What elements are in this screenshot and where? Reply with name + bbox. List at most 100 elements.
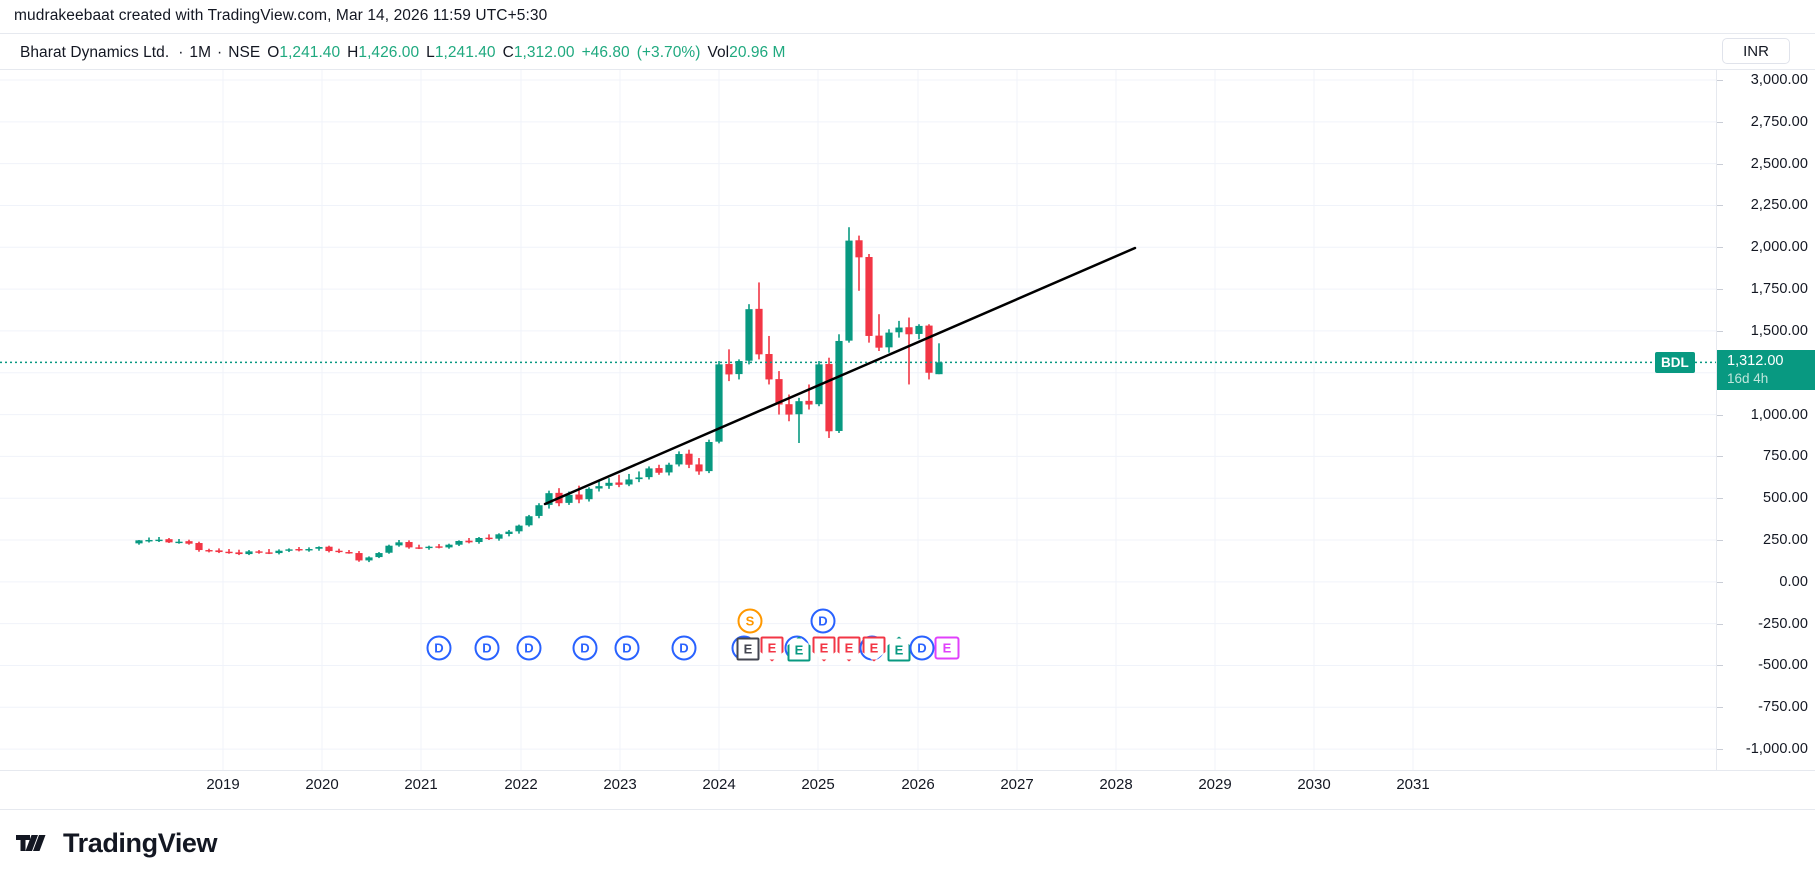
legend-close-value: 1,312.00 bbox=[513, 44, 575, 61]
event-marker-earnings-beat[interactable]: E bbox=[887, 636, 911, 662]
candlestick bbox=[465, 538, 473, 544]
candlestick bbox=[795, 397, 803, 443]
time-axis-year-label: 2024 bbox=[702, 776, 736, 793]
event-marker-dividend[interactable]: D bbox=[474, 635, 500, 661]
price-axis-tick bbox=[1717, 707, 1723, 709]
legend-close-label: C bbox=[502, 44, 514, 61]
candlestick bbox=[135, 540, 143, 545]
event-marker-earnings-miss[interactable]: E bbox=[812, 636, 836, 662]
chart-canvas bbox=[0, 70, 1717, 770]
candlestick bbox=[485, 534, 493, 541]
candlestick bbox=[835, 334, 843, 433]
candlestick bbox=[235, 549, 243, 556]
candlestick bbox=[915, 324, 923, 340]
price-axis-tick bbox=[1717, 121, 1723, 123]
candlestick bbox=[875, 314, 883, 352]
price-axis-label: 1,000.00 bbox=[1750, 406, 1808, 423]
price-axis-tick bbox=[1717, 80, 1723, 82]
candlestick bbox=[865, 253, 873, 343]
chart-pane[interactable] bbox=[0, 70, 1717, 770]
legend-open-value: 1,241.40 bbox=[279, 44, 341, 61]
price-axis-label: 2,750.00 bbox=[1750, 113, 1808, 130]
legend-exchange: NSE bbox=[228, 44, 261, 61]
price-axis-tick bbox=[1717, 163, 1723, 165]
event-marker-earnings-miss[interactable]: E bbox=[760, 636, 784, 662]
candlestick bbox=[745, 304, 753, 365]
event-marker-dividend[interactable]: D bbox=[810, 608, 836, 634]
event-marker-dividend[interactable]: D bbox=[572, 635, 598, 661]
candlestick bbox=[645, 466, 653, 480]
price-axis-label: 3,000.00 bbox=[1750, 72, 1808, 89]
candlestick bbox=[325, 545, 333, 553]
candlestick bbox=[635, 471, 643, 483]
candlestick bbox=[625, 473, 633, 487]
time-axis-year-label: 2030 bbox=[1297, 776, 1331, 793]
event-marker-dividend[interactable]: D bbox=[426, 635, 452, 661]
price-axis-label: 1,750.00 bbox=[1750, 281, 1808, 298]
price-axis-tick bbox=[1717, 289, 1723, 291]
candlestick bbox=[435, 544, 443, 549]
time-axis[interactable]: 2019 2020 2021 2022 2023 2024 2025 2026 2027 2028… bbox=[0, 771, 1717, 809]
event-marker-dividend[interactable]: D bbox=[909, 635, 935, 661]
candlestick bbox=[285, 548, 293, 553]
candlestick bbox=[545, 490, 553, 509]
candlestick bbox=[175, 539, 183, 544]
price-line-symbol-tag[interactable]: BDL bbox=[1655, 352, 1695, 374]
price-axis-tick bbox=[1717, 205, 1723, 207]
legend-interval[interactable]: 1M bbox=[189, 44, 212, 61]
event-marker-other[interactable]: E bbox=[934, 636, 960, 660]
candlestick bbox=[355, 551, 363, 562]
price-axis-label: 0.00 bbox=[1779, 573, 1808, 590]
candlestick bbox=[495, 533, 503, 541]
price-axis-tick bbox=[1717, 540, 1723, 541]
candlestick bbox=[375, 552, 383, 559]
event-marker-dividend[interactable]: D bbox=[516, 635, 542, 661]
price-axis-tick bbox=[1717, 749, 1723, 751]
event-marker-dividend[interactable]: D bbox=[614, 635, 640, 661]
candlestick bbox=[675, 451, 683, 467]
event-marker-earnings-neutral[interactable]: E bbox=[736, 637, 760, 661]
candlestick bbox=[775, 371, 783, 415]
event-marker-earnings-miss[interactable]: E bbox=[862, 636, 886, 662]
candlestick bbox=[685, 449, 693, 469]
price-axis[interactable]: 3,000.00 2,750.00 2,500.00 2,250.00 2,000.00… bbox=[1717, 70, 1815, 770]
candlestick bbox=[365, 556, 373, 563]
candlestick bbox=[445, 543, 453, 549]
candlestick bbox=[155, 537, 163, 543]
event-marker-split[interactable]: S bbox=[737, 608, 763, 634]
candlestick bbox=[755, 282, 763, 360]
legend-low-value: 1,241.40 bbox=[434, 44, 496, 61]
candlestick bbox=[615, 474, 623, 488]
pane-bottom-border bbox=[0, 770, 1815, 771]
event-marker-dividend[interactable]: D bbox=[671, 635, 697, 661]
candlestick bbox=[265, 549, 273, 555]
price-axis-tick bbox=[1717, 623, 1723, 625]
candlestick bbox=[165, 538, 173, 544]
legend-symbol-name[interactable]: Bharat Dynamics Ltd. bbox=[20, 44, 170, 61]
candlestick bbox=[525, 514, 533, 527]
time-axis-year-label: 2021 bbox=[404, 776, 438, 793]
time-axis-year-label: 2023 bbox=[603, 776, 637, 793]
candlestick bbox=[295, 547, 303, 552]
trendline-drawing[interactable] bbox=[543, 246, 1137, 506]
candlestick bbox=[345, 550, 353, 554]
candlestick bbox=[305, 547, 313, 552]
chart-legend[interactable]: Bharat Dynamics Ltd. · 1M · NSE O1,241.40 H1,4… bbox=[20, 44, 786, 62]
time-axis-year-label: 2031 bbox=[1396, 776, 1430, 793]
candlestick bbox=[335, 548, 343, 554]
price-axis-tick bbox=[1717, 456, 1723, 458]
legend-change-percent: (+3.70%) bbox=[636, 44, 701, 61]
time-axis-year-label: 2020 bbox=[305, 776, 339, 793]
event-marker-earnings-beat[interactable]: E bbox=[787, 636, 811, 662]
price-axis-tick bbox=[1717, 581, 1723, 583]
bar-countdown: 16d 4h bbox=[1727, 371, 1769, 387]
legend-low-label: L bbox=[426, 44, 435, 61]
candlestick bbox=[905, 317, 913, 385]
price-axis-label: -250.00 bbox=[1758, 615, 1808, 632]
price-axis-tick bbox=[1717, 247, 1723, 249]
legend-volume-label: Vol bbox=[707, 44, 730, 61]
current-price-tag[interactable]: 1,312.00 16d 4h bbox=[1717, 350, 1815, 391]
currency-badge[interactable]: INR bbox=[1722, 38, 1790, 64]
current-price-value: 1,312.00 bbox=[1727, 353, 1784, 370]
